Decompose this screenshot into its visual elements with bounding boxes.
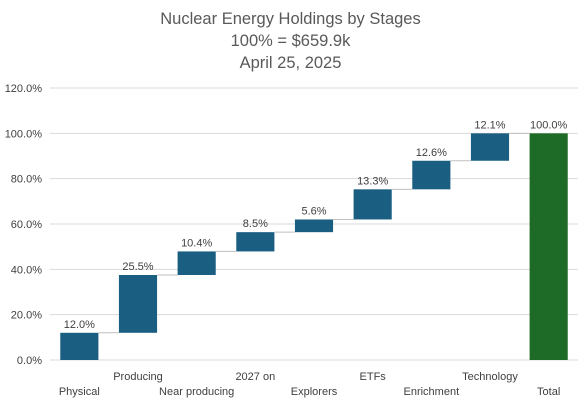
chart-title-line-1: Nuclear Energy Holdings by Stages — [160, 10, 421, 28]
y-tick-label: 0.0% — [17, 355, 42, 367]
y-tick-label: 20.0% — [11, 310, 42, 322]
bar — [236, 232, 275, 252]
bar — [177, 251, 216, 275]
bar — [470, 133, 510, 161]
data-label: 5.6% — [301, 205, 326, 217]
total-bar — [529, 133, 568, 360]
data-label: 10.4% — [181, 237, 212, 249]
chart-title-line-2: 100% = $659.9k — [230, 32, 351, 50]
x-tick-label: 2027 on — [235, 371, 275, 383]
x-tick-label: Physical — [59, 386, 100, 398]
x-tick-label: Total — [537, 386, 560, 398]
data-label: 12.1% — [474, 119, 505, 131]
x-tick-label: Technology — [462, 371, 518, 383]
data-label: 13.3% — [357, 175, 388, 187]
y-tick-label: 80.0% — [11, 174, 42, 186]
data-label: 25.5% — [122, 261, 153, 273]
data-label: 12.6% — [416, 147, 447, 159]
data-label: 12.0% — [64, 319, 95, 331]
y-tick-label: 40.0% — [11, 264, 42, 276]
bar — [412, 160, 451, 190]
x-tick-label: Producing — [113, 371, 163, 383]
x-tick-label: Near producing — [159, 386, 234, 398]
data-label: 100.0% — [530, 119, 568, 131]
y-tick-label: 60.0% — [11, 219, 42, 231]
bar — [60, 332, 99, 360]
y-tick-label: 120.0% — [5, 83, 43, 95]
bar — [353, 189, 392, 220]
bar — [118, 275, 158, 333]
bar — [294, 219, 334, 233]
x-tick-label: ETFs — [360, 371, 387, 383]
x-tick-label: Explorers — [291, 386, 338, 398]
x-tick-label: Enrichment — [404, 386, 460, 398]
chart-title-line-3: April 25, 2025 — [239, 54, 342, 72]
y-tick-label: 100.0% — [5, 128, 43, 140]
chart-title: Nuclear Energy Holdings by Stages 100% =… — [0, 8, 581, 74]
data-label: 8.5% — [243, 218, 268, 230]
